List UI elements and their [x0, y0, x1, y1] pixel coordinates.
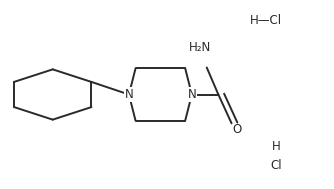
Text: N: N: [187, 88, 196, 101]
Text: H₂N: H₂N: [189, 40, 211, 53]
Text: H: H: [272, 140, 281, 153]
Text: H—Cl: H—Cl: [250, 13, 283, 26]
Text: Cl: Cl: [271, 159, 282, 172]
Text: N: N: [125, 88, 133, 101]
Text: O: O: [232, 123, 241, 136]
